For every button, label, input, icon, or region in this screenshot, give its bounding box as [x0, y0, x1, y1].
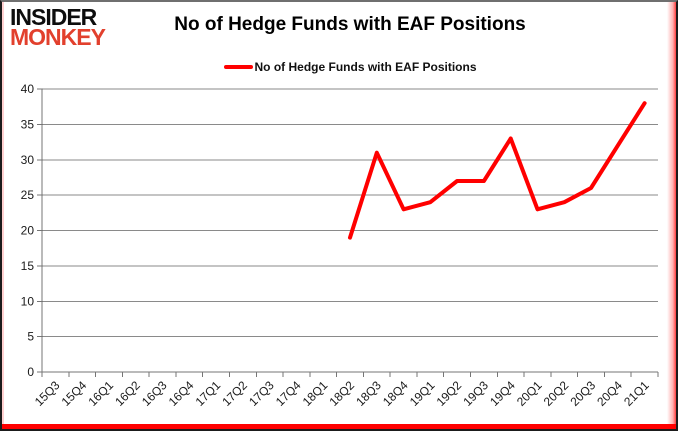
x-tick-label: 20Q3: [568, 378, 599, 409]
y-tick-label: 0: [27, 365, 34, 379]
legend-line-swatch: [223, 65, 253, 69]
legend-label: No of Hedge Funds with EAF Positions: [254, 60, 477, 74]
x-tick-label: 19Q3: [460, 378, 491, 409]
logo-line-insider: INSIDER: [10, 4, 97, 30]
x-tick-label: 19Q4: [487, 378, 518, 409]
x-tick-label: 17Q2: [219, 378, 250, 409]
x-tick-label: 18Q1: [300, 378, 331, 409]
y-tick-label: 30: [21, 153, 35, 167]
x-tick-label: 19Q1: [407, 378, 438, 409]
x-tick-label: 21Q1: [621, 378, 652, 409]
x-tick-label: 16Q4: [166, 378, 197, 409]
x-tick-label: 15Q3: [32, 378, 63, 409]
bottom-accent-bar: [2, 424, 676, 429]
x-tick-label: 18Q3: [353, 378, 384, 409]
x-tick-label: 17Q3: [246, 378, 277, 409]
x-tick-label: 19Q2: [434, 378, 465, 409]
logo-line-monkey: MONKEY: [10, 24, 106, 51]
x-tick-label: 17Q4: [273, 378, 304, 409]
y-tick-label: 15: [21, 259, 35, 273]
insider-monkey-logo: INSIDER MONKEY: [10, 4, 106, 51]
x-tick-label: 17Q1: [193, 378, 224, 409]
y-tick-label: 35: [21, 117, 35, 131]
chart-title: No of Hedge Funds with EAF Positions: [174, 14, 526, 35]
x-tick-label: 15Q4: [59, 378, 90, 409]
left-accent-line: [2, 2, 4, 429]
right-accent-glow: [667, 2, 676, 429]
legend: No of Hedge Funds with EAF Positions: [42, 60, 658, 74]
y-tick-label: 40: [21, 82, 35, 96]
x-tick-label: 16Q2: [112, 378, 143, 409]
x-tick-label: 20Q2: [541, 378, 572, 409]
x-tick-label: 20Q4: [594, 378, 625, 409]
x-tick-label: 20Q1: [514, 378, 545, 409]
x-tick-label: 18Q2: [326, 378, 357, 409]
y-tick-label: 10: [21, 294, 35, 308]
y-tick-label: 20: [21, 224, 35, 238]
y-tick-label: 25: [21, 188, 35, 202]
x-tick-label: 18Q4: [380, 378, 411, 409]
x-tick-label: 16Q3: [139, 378, 170, 409]
x-tick-label: 16Q1: [85, 378, 116, 409]
series-line: [348, 101, 647, 240]
y-tick-label: 5: [27, 330, 34, 344]
